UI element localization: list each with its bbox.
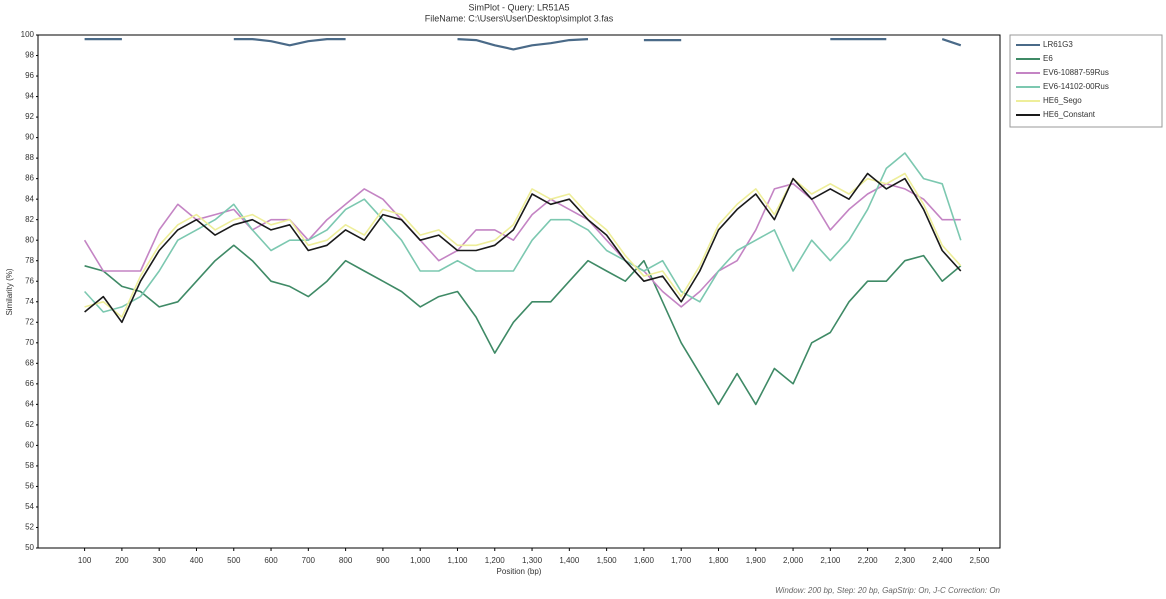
y-tick-label: 86: [25, 174, 34, 183]
x-tick-label: 300: [153, 556, 167, 565]
legend-label: EV6-10887-59Rus: [1043, 68, 1109, 77]
y-tick-label: 60: [25, 441, 34, 450]
legend-label: HE6_Sego: [1043, 96, 1082, 105]
x-axis-label: Position (bp): [497, 567, 542, 576]
x-tick-label: 2,400: [932, 556, 953, 565]
x-tick-label: 1,300: [522, 556, 543, 565]
x-tick-label: 900: [376, 556, 390, 565]
y-tick-label: 66: [25, 379, 34, 388]
x-tick-label: 1,600: [634, 556, 655, 565]
y-tick-label: 80: [25, 235, 34, 244]
x-tick-label: 2,500: [969, 556, 990, 565]
x-tick-label: 100: [78, 556, 92, 565]
y-tick-label: 58: [25, 461, 34, 470]
chart-title: SimPlot - Query: LR51A5: [468, 2, 569, 12]
legend-label: HE6_Constant: [1043, 110, 1096, 119]
x-tick-label: 2,100: [820, 556, 841, 565]
y-tick-label: 90: [25, 133, 34, 142]
x-tick-label: 800: [339, 556, 353, 565]
y-tick-label: 74: [25, 297, 34, 306]
x-tick-label: 200: [115, 556, 129, 565]
x-tick-label: 1,400: [559, 556, 580, 565]
y-tick-label: 72: [25, 317, 34, 326]
x-tick-label: 2,000: [783, 556, 804, 565]
legend-label: LR61G3: [1043, 40, 1073, 49]
y-tick-label: 96: [25, 71, 34, 80]
x-tick-label: 1,100: [447, 556, 468, 565]
y-tick-label: 76: [25, 276, 34, 285]
y-tick-label: 84: [25, 194, 34, 203]
y-tick-label: 64: [25, 399, 34, 408]
x-tick-label: 1,800: [708, 556, 729, 565]
series-line: [84, 152, 962, 313]
x-tick-label: 500: [227, 556, 241, 565]
y-tick-label: 70: [25, 338, 34, 347]
y-tick-label: 56: [25, 482, 34, 491]
series-line: [84, 244, 962, 406]
x-tick-label: 1,500: [597, 556, 618, 565]
series-line: [84, 172, 962, 318]
x-tick-label: 1,000: [410, 556, 431, 565]
series-line: [83, 183, 961, 308]
y-tick-label: 82: [25, 215, 34, 224]
y-tick-label: 98: [25, 51, 34, 60]
legend-label: EV6-14102-00Rus: [1043, 82, 1109, 91]
y-tick-label: 52: [25, 523, 34, 532]
y-tick-label: 62: [25, 420, 34, 429]
annotation: Window: 200 bp, Step: 20 bp, GapStrip: O…: [775, 586, 1000, 595]
y-tick-label: 54: [25, 502, 34, 511]
x-tick-label: 400: [190, 556, 204, 565]
y-tick-label: 100: [21, 30, 35, 39]
series-line: [84, 38, 962, 51]
y-tick-label: 88: [25, 153, 34, 162]
y-tick-label: 94: [25, 92, 34, 101]
legend-label: E6: [1043, 54, 1053, 63]
legend-box: [1009, 34, 1163, 128]
x-tick-label: 1,200: [485, 556, 506, 565]
series-line: [84, 172, 962, 324]
x-tick-label: 2,300: [895, 556, 916, 565]
x-tick-label: 2,200: [858, 556, 879, 565]
x-tick-label: 1,700: [671, 556, 692, 565]
y-tick-label: 68: [25, 358, 34, 367]
x-tick-label: 700: [302, 556, 316, 565]
plot-frame: [37, 34, 1001, 549]
y-tick-label: 50: [25, 543, 34, 552]
x-tick-label: 1,900: [746, 556, 767, 565]
y-tick-label: 78: [25, 256, 34, 265]
chart-subtitle: FileName: C:\Users\User\Desktop\simplot …: [425, 13, 614, 23]
y-tick-label: 92: [25, 112, 34, 121]
y-axis-label: Similarity (%): [5, 268, 14, 315]
x-tick-label: 600: [264, 556, 278, 565]
